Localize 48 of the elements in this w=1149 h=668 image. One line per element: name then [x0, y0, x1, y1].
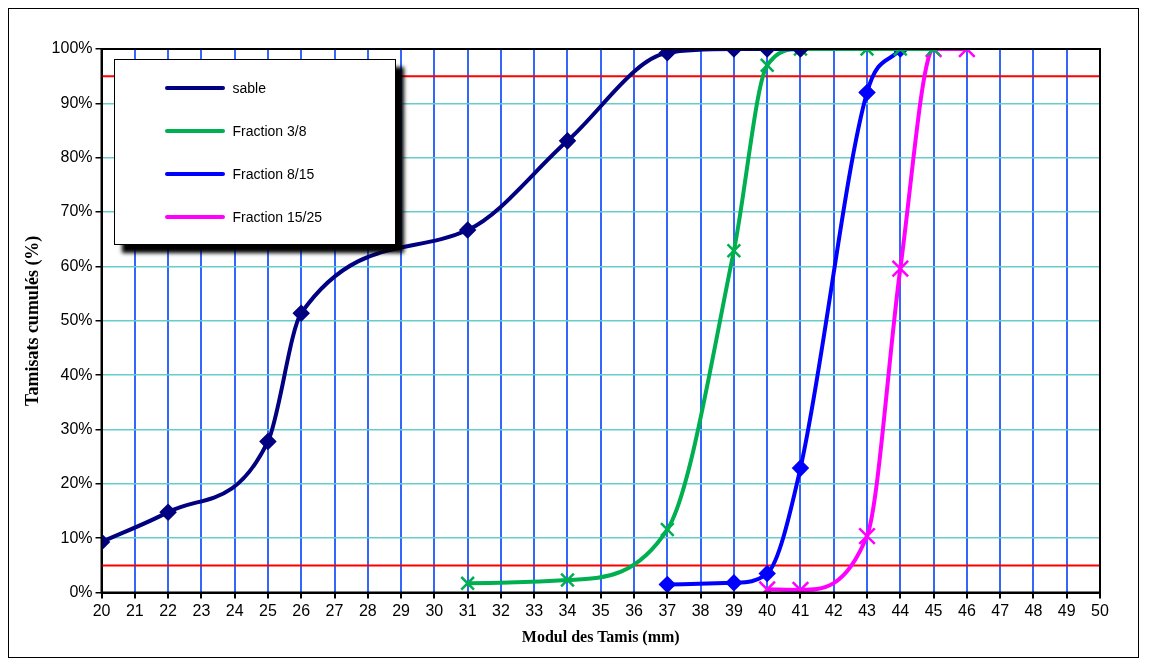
x-tick-label: 45 [924, 601, 943, 619]
x-tick-label: 21 [125, 601, 144, 619]
legend-label: Fraction 15/25 [232, 208, 323, 225]
x-tick-label: 41 [791, 601, 810, 619]
x-tick-label: 49 [1057, 601, 1076, 619]
x-tick-label: 22 [159, 601, 178, 619]
x-tick-label: 25 [259, 601, 277, 619]
y-tick-label: 20% [60, 474, 93, 492]
x-tick-label: 24 [225, 601, 244, 619]
y-axis-title: Tamisats cumulés (%) [22, 235, 44, 406]
x-tick-label: 29 [392, 601, 411, 619]
x-tick-label: 27 [325, 601, 344, 619]
y-tick-label: 40% [60, 365, 93, 383]
y-tick-label: 80% [60, 148, 93, 166]
x-tick-label: 37 [658, 601, 677, 619]
x-tick-label: 48 [1024, 601, 1043, 619]
y-tick-label: 0% [69, 583, 93, 601]
x-tick-label: 44 [891, 601, 910, 619]
x-tick-label: 40 [758, 601, 777, 619]
y-tick-label: 50% [60, 311, 93, 329]
y-tick-label: 70% [60, 202, 93, 220]
x-tick-label: 50 [1091, 601, 1109, 619]
y-tick-label: 60% [60, 256, 93, 274]
x-tick-label: 31 [458, 601, 477, 619]
y-tick-label: 30% [60, 419, 93, 437]
x-tick-label: 32 [492, 601, 510, 619]
x-tick-label: 26 [292, 601, 311, 619]
x-tick-label: 33 [525, 601, 544, 619]
legend-label: sable [232, 79, 266, 96]
x-tick-label: 38 [691, 601, 710, 619]
x-tick-label: 35 [591, 601, 610, 619]
y-tick-label: 90% [60, 93, 93, 111]
x-tick-label: 36 [625, 601, 644, 619]
x-tick-label: 47 [991, 601, 1010, 619]
x-tick-label: 39 [724, 601, 743, 619]
x-tick-label: 23 [192, 601, 211, 619]
y-tick-label: 10% [60, 528, 93, 546]
y-tick-label: 100% [51, 39, 93, 57]
legend-label: Fraction 3/8 [232, 122, 307, 139]
x-tick-label: 30 [425, 601, 444, 619]
x-tick-label: 28 [358, 601, 377, 619]
legend-label: Fraction 8/15 [232, 165, 315, 182]
x-tick-label: 43 [858, 601, 877, 619]
x-tick-label: 46 [957, 601, 976, 619]
x-tick-label: 42 [824, 601, 843, 619]
x-axis-title: Modul des Tamis (mm) [521, 627, 680, 646]
x-tick-label: 34 [558, 601, 577, 619]
x-tick-label: 20 [92, 601, 111, 619]
